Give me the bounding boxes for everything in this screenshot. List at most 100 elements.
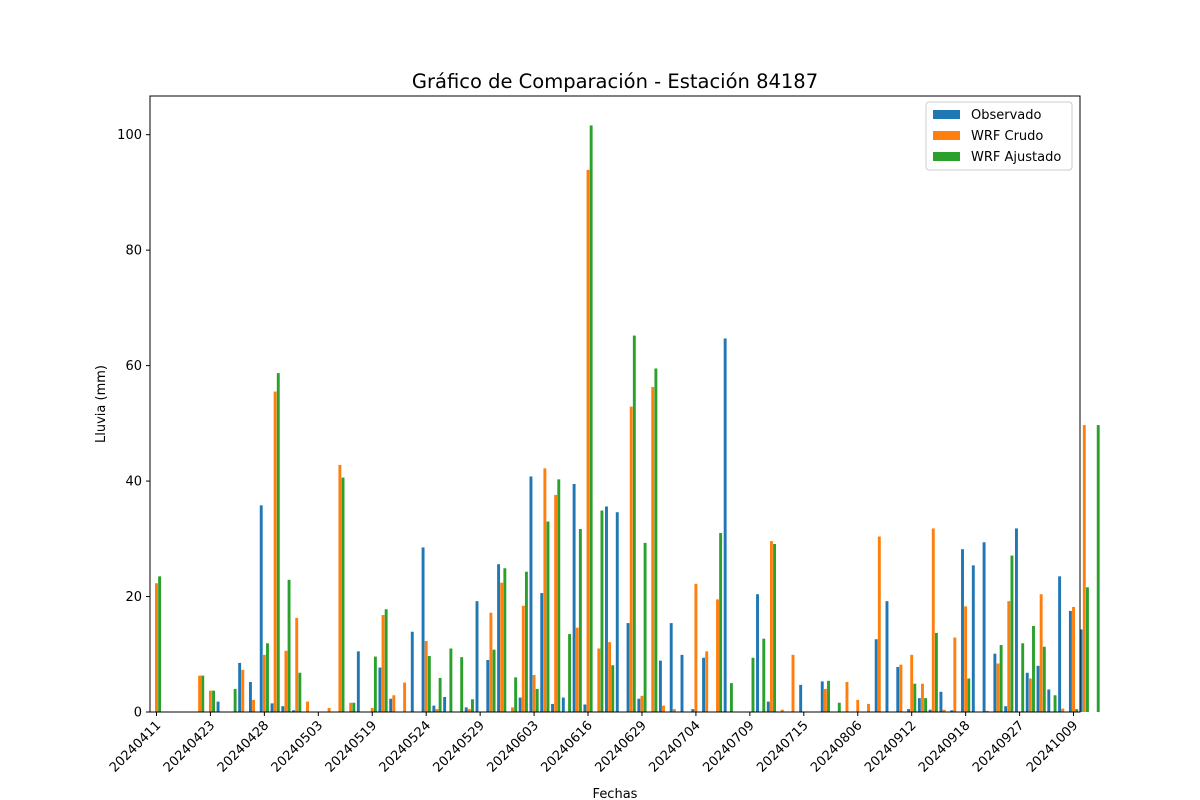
- y-tick-label: 40: [125, 475, 142, 490]
- bar-wrf-crudo: [306, 701, 309, 712]
- bar-wrf-crudo: [672, 709, 676, 712]
- bar-wrf-crudo: [651, 386, 655, 712]
- bar-observado: [464, 707, 468, 712]
- bar-wrf-crudo: [856, 699, 860, 712]
- bar-observado: [432, 705, 436, 712]
- bar-wrf-ajustado: [611, 665, 615, 712]
- bar-wrf-crudo: [295, 617, 299, 712]
- bar-observado: [410, 631, 414, 712]
- bar-wrf-ajustado: [503, 568, 507, 712]
- bar-wrf-crudo: [716, 599, 719, 712]
- bar-wrf-crudo: [586, 169, 590, 712]
- bar-wrf-ajustado: [600, 510, 604, 712]
- bar-observado: [281, 706, 285, 712]
- bar-observado: [637, 698, 641, 712]
- y-tick-label: 20: [125, 590, 142, 605]
- bar-wrf-crudo: [953, 637, 957, 712]
- bar-observado: [1004, 706, 1008, 712]
- bar-wrf-crudo: [392, 695, 396, 712]
- bar-wrf-ajustado: [837, 702, 841, 712]
- bar-wrf-crudo: [241, 669, 245, 712]
- bar-observado: [669, 623, 673, 712]
- legend-label: WRF Ajustado: [971, 150, 1061, 165]
- bar-wrf-crudo: [262, 654, 266, 712]
- bar-wrf-ajustado: [158, 576, 162, 712]
- bar-wrf-ajustado: [514, 677, 518, 712]
- bar-wrf-crudo: [1007, 601, 1011, 712]
- bar-observado: [1025, 672, 1029, 712]
- bar-wrf-ajustado: [999, 645, 1003, 712]
- bar-wrf-crudo: [942, 709, 946, 712]
- bar-observado: [702, 657, 706, 712]
- bar-wrf-crudo: [1061, 708, 1065, 712]
- bar-wrf-crudo: [791, 654, 795, 712]
- bar-wrf-crudo: [1072, 606, 1075, 712]
- bar-wrf-crudo: [252, 699, 256, 712]
- bar-wrf-crudo: [575, 627, 579, 712]
- bar-observado: [766, 701, 770, 712]
- chart-title: Gráfico de Comparación - Estación 84187: [412, 70, 818, 93]
- bar-observado: [443, 696, 447, 712]
- bar-wrf-ajustado: [1096, 425, 1100, 712]
- bar-wrf-ajustado: [1085, 587, 1089, 712]
- bar-observado: [615, 512, 619, 712]
- bar-observado: [475, 601, 479, 712]
- bar-wrf-crudo: [284, 650, 288, 712]
- y-tick-label: 100: [117, 128, 142, 143]
- bar-wrf-ajustado: [719, 533, 723, 712]
- legend-swatch: [933, 110, 960, 119]
- bar-wrf-crudo: [996, 663, 1000, 712]
- bar-observado: [486, 660, 490, 712]
- bar-wrf-crudo: [985, 710, 989, 712]
- bar-wrf-crudo: [899, 664, 903, 712]
- bar-wrf-crudo: [662, 705, 665, 712]
- bar-wrf-ajustado: [341, 477, 345, 712]
- y-axis-label: Lluvia (mm): [94, 365, 109, 443]
- legend-swatch: [933, 131, 960, 140]
- bar-wrf-crudo: [467, 709, 471, 712]
- bar-wrf-crudo: [489, 612, 493, 712]
- legend: Observado WRF Crudo WRF Ajustado: [925, 101, 1073, 171]
- bar-wrf-crudo: [327, 707, 331, 712]
- bar-wrf-crudo: [370, 707, 374, 712]
- bar-observado: [680, 654, 684, 712]
- x-axis-label: Fechas: [593, 787, 638, 800]
- bar-observado: [799, 684, 803, 712]
- bar-wrf-ajustado: [773, 544, 777, 712]
- bar-wrf-ajustado: [471, 699, 474, 712]
- bar-observado: [572, 483, 576, 712]
- bar-wrf-ajustado: [384, 609, 388, 712]
- bar-wrf-ajustado: [913, 683, 917, 712]
- bar-observado: [238, 662, 242, 712]
- bar-wrf-crudo: [532, 675, 536, 712]
- bar-wrf-ajustado: [589, 125, 593, 712]
- bar-wrf-crudo: [629, 406, 633, 712]
- bar-wrf-crudo: [435, 709, 439, 712]
- bar-observado: [529, 476, 533, 712]
- bar-wrf-ajustado: [557, 479, 561, 712]
- bar-wrf-ajustado: [967, 678, 971, 712]
- bar-observado: [939, 691, 943, 712]
- bar-wrf-crudo: [705, 651, 709, 712]
- bar-wrf-ajustado: [1075, 709, 1079, 712]
- bar-wrf-ajustado: [460, 657, 464, 712]
- bar-observado: [993, 653, 997, 712]
- bar-wrf-crudo: [554, 494, 558, 712]
- bar-observado: [885, 601, 889, 712]
- bar-observado: [971, 565, 975, 712]
- bar-wrf-crudo: [273, 391, 277, 712]
- bar-wrf-ajustado: [924, 698, 928, 712]
- bar-wrf-crudo: [931, 528, 935, 712]
- bar-wrf-ajustado: [643, 542, 647, 712]
- bar-observado: [270, 703, 274, 712]
- bar-wrf-ajustado: [1010, 555, 1014, 712]
- bar-observado: [907, 709, 911, 712]
- bar-observado: [961, 549, 964, 712]
- bar-wrf-crudo: [845, 681, 849, 712]
- bar-wrf-ajustado: [762, 638, 766, 712]
- legend-label: Observado: [971, 108, 1042, 123]
- bar-wrf-ajustado: [729, 683, 733, 712]
- legend-frame: [925, 101, 1073, 171]
- bar-observado: [561, 697, 565, 712]
- bar-wrf-ajustado: [201, 675, 205, 712]
